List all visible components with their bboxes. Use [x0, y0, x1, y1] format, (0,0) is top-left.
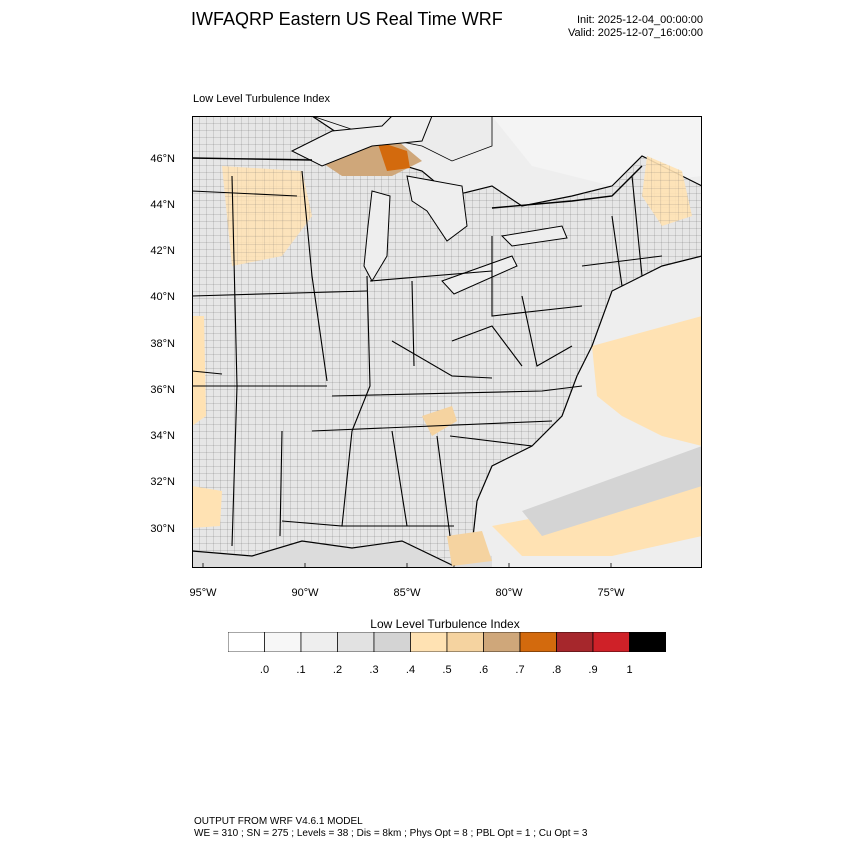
- colorbar-tick-label: .3: [369, 664, 379, 676]
- patch-georgia-coast: [447, 531, 492, 566]
- colorbar-tick-label: 1: [626, 664, 633, 676]
- state-boundaries: [192, 170, 663, 547]
- lon-label: 75°W: [597, 587, 625, 599]
- lat-label: 46°N: [150, 153, 175, 165]
- colorbar-tick-label: .7: [515, 664, 525, 676]
- lon-label: 95°W: [189, 587, 217, 599]
- colorbar-tick-label: .4: [405, 664, 416, 676]
- lon-label: 85°W: [393, 587, 421, 599]
- lat-label: 34°N: [150, 430, 175, 442]
- figure-title: IWFAQRP Eastern US Real Time WRF: [191, 9, 503, 29]
- colorbar-swatch: [337, 632, 375, 652]
- colorbar-tick-label: .9: [588, 664, 598, 676]
- colorbar-tick-label: .2: [332, 664, 343, 676]
- colorbar-swatch: [519, 632, 557, 652]
- lon-label: 80°W: [495, 587, 523, 599]
- patch-appalachian: [422, 406, 457, 436]
- init-time: Init: 2025-12-04_00:00:00: [577, 14, 703, 26]
- patch-west-edge: [192, 316, 206, 426]
- colorbar-swatch: [556, 632, 594, 652]
- model-footer-line1: OUTPUT FROM WRF V4.6.1 MODEL: [194, 816, 363, 827]
- colorbar-title: Low Level Turbulence Index: [370, 617, 520, 631]
- colorbar-swatch: [264, 632, 302, 652]
- lake-superior: [290, 116, 433, 167]
- colorbar-swatch: [300, 632, 338, 652]
- colorbar-swatch: [228, 632, 265, 652]
- colorbar-swatch: [373, 632, 411, 652]
- colorbar-swatch: [446, 632, 484, 652]
- valid-time: Valid: 2025-12-07_16:00:00: [568, 27, 703, 39]
- offshore-zone-tan: [592, 316, 702, 446]
- patch-southwest: [192, 486, 222, 528]
- lake-ontario: [500, 225, 568, 247]
- lat-label: 42°N: [150, 245, 175, 257]
- lake-huron: [406, 175, 468, 242]
- colorbar-swatch: [592, 632, 630, 652]
- lon-label: 90°W: [291, 587, 319, 599]
- lat-label: 44°N: [150, 199, 175, 211]
- offshore-zone-grey: [522, 446, 702, 536]
- colorbar-swatch: [410, 632, 448, 652]
- axis-ticks: [202, 563, 612, 568]
- lake-erie: [441, 255, 518, 295]
- panel-title: Low Level Turbulence Index: [193, 93, 330, 105]
- colorbar: [228, 632, 666, 652]
- colorbar-tick-label: .0: [259, 664, 270, 676]
- offshore-zone-tan-south: [492, 486, 702, 556]
- turbulence-map: [192, 116, 702, 568]
- colorbar-swatch: [629, 632, 666, 652]
- lat-label: 30°N: [150, 523, 175, 535]
- colorbar-swatch: [483, 632, 521, 652]
- patch-upper-peninsula-peak: [377, 141, 410, 171]
- lat-label: 36°N: [150, 384, 175, 396]
- lat-label: 40°N: [150, 291, 175, 303]
- colorbar-tick-label: .8: [551, 664, 562, 676]
- colorbar-tick-label: .5: [442, 664, 452, 676]
- lat-label: 38°N: [150, 338, 175, 350]
- colorbar-tick-label: .1: [296, 664, 306, 676]
- colorbar-tick-label: .6: [478, 664, 489, 676]
- lat-label: 32°N: [150, 476, 175, 488]
- international-border: [192, 157, 643, 209]
- model-footer-line2: WE = 310 ; SN = 275 ; Levels = 38 ; Dis …: [194, 828, 588, 839]
